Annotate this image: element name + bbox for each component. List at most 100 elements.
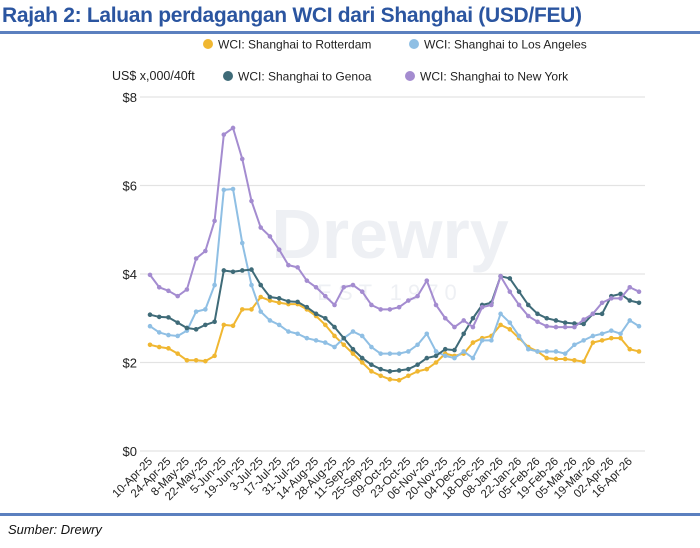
data-point — [562, 356, 568, 362]
data-point — [553, 324, 559, 330]
data-point — [175, 333, 180, 339]
data-point — [636, 300, 642, 306]
data-point — [535, 349, 540, 354]
data-point — [203, 322, 208, 328]
data-point — [378, 366, 383, 372]
data-point — [286, 299, 291, 304]
data-point — [203, 248, 208, 254]
data-point — [433, 349, 439, 354]
data-point — [581, 321, 586, 327]
data-point — [396, 377, 402, 383]
data-point — [415, 293, 420, 299]
data-point — [378, 373, 383, 379]
data-point — [230, 269, 236, 275]
data-point — [387, 377, 393, 382]
chart-title: Rajah 2: Laluan perdagangan WCI dari Sha… — [2, 4, 582, 27]
series-1 — [147, 186, 642, 361]
source-note: Sumber: Drewry — [8, 522, 102, 537]
data-point — [498, 273, 503, 279]
legend-label: WCI: Shanghai to Rotterdam — [218, 38, 371, 52]
data-point — [295, 299, 300, 305]
data-point — [636, 289, 642, 295]
data-point — [489, 338, 494, 343]
data-point — [378, 307, 383, 312]
data-point — [609, 296, 614, 301]
data-point — [433, 353, 439, 359]
data-point — [636, 349, 642, 354]
data-point — [212, 353, 217, 359]
data-point — [175, 293, 180, 299]
data-point — [461, 349, 466, 354]
data-point — [396, 368, 402, 373]
data-point — [433, 360, 439, 365]
data-point — [396, 304, 402, 310]
data-point — [221, 132, 227, 137]
data-point — [239, 268, 245, 273]
data-point — [276, 322, 282, 328]
data-point — [572, 324, 577, 330]
data-point — [396, 351, 402, 356]
data-point — [618, 296, 623, 301]
data-point — [230, 323, 236, 329]
data-point — [332, 324, 337, 330]
data-point — [618, 331, 623, 337]
data-point — [212, 282, 217, 288]
data-point — [572, 357, 577, 363]
data-point — [507, 327, 513, 332]
data-point — [341, 342, 347, 348]
data-point — [590, 311, 596, 317]
data-point — [369, 362, 374, 368]
data-point — [525, 346, 531, 352]
data-point — [359, 360, 365, 365]
data-point — [470, 315, 476, 321]
data-point — [609, 328, 614, 333]
data-point — [323, 293, 328, 299]
data-point — [239, 307, 245, 312]
data-point — [507, 276, 513, 281]
data-point — [507, 289, 513, 295]
data-point — [203, 358, 208, 364]
data-point — [562, 324, 568, 330]
watermark-brand: Drewry — [271, 195, 508, 273]
data-point — [498, 311, 503, 317]
data-point — [166, 332, 171, 338]
data-point — [295, 265, 300, 270]
data-point — [406, 373, 411, 379]
data-point — [203, 307, 208, 312]
data-point — [461, 318, 466, 323]
data-point — [295, 331, 300, 337]
data-point — [332, 344, 337, 350]
data-point — [350, 346, 356, 352]
data-point — [581, 359, 586, 364]
data-point — [424, 355, 430, 361]
data-point — [193, 256, 199, 261]
data-point — [156, 330, 162, 335]
data-point — [387, 369, 393, 374]
data-point — [221, 268, 227, 273]
data-point — [350, 282, 356, 288]
data-point — [452, 324, 457, 330]
data-point — [590, 340, 596, 345]
data-point — [535, 311, 540, 317]
data-point — [581, 338, 586, 343]
data-point — [627, 298, 633, 303]
data-point — [313, 284, 319, 290]
data-point — [387, 351, 393, 356]
data-point — [267, 318, 273, 323]
data-point — [387, 307, 393, 312]
data-point — [489, 302, 494, 308]
data-point — [599, 300, 605, 306]
data-point — [166, 288, 171, 294]
data-point — [627, 346, 633, 352]
data-point — [184, 357, 190, 363]
data-point — [267, 234, 273, 239]
legend-label: WCI: Shanghai to Genoa — [238, 70, 372, 84]
data-point — [442, 315, 448, 321]
data-point — [184, 325, 190, 331]
data-point — [415, 369, 420, 374]
data-point — [323, 322, 328, 328]
data-point — [498, 322, 503, 328]
data-point — [147, 312, 153, 318]
data-point — [350, 329, 356, 334]
data-point — [341, 335, 347, 341]
